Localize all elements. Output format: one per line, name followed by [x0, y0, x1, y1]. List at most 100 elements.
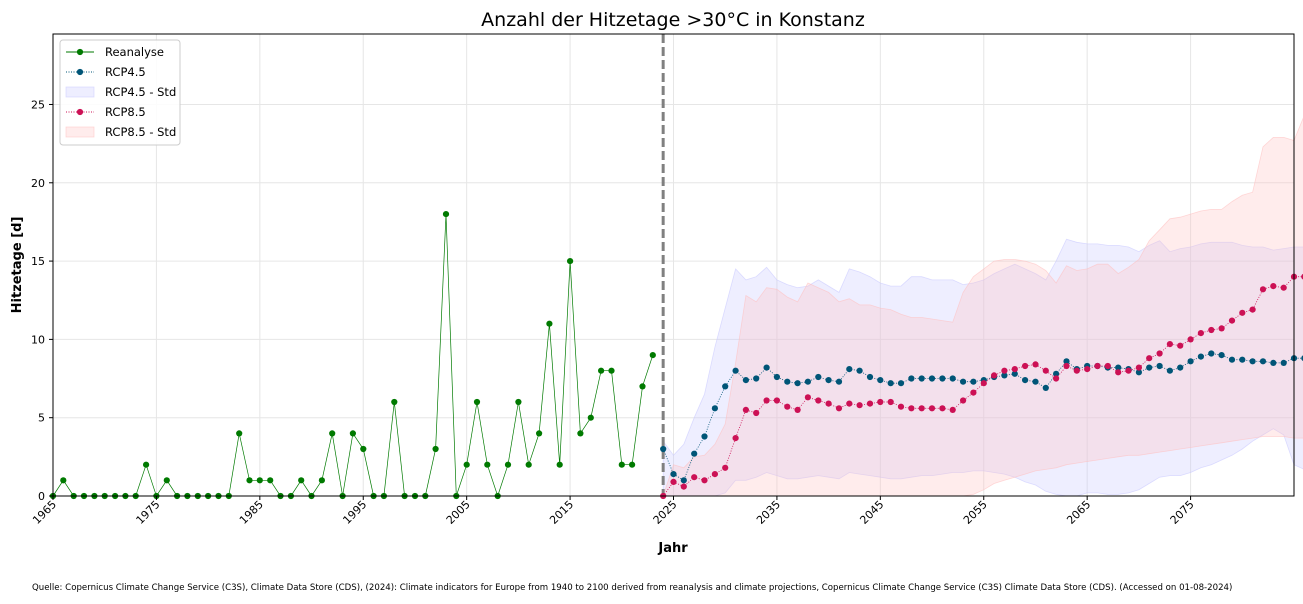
point-rcp85	[1208, 326, 1215, 334]
point-reanalyse	[349, 430, 356, 437]
point-reanalyse	[525, 461, 532, 468]
point-rcp85	[815, 397, 822, 404]
band-rcp45-std	[662, 238, 1303, 497]
point-rcp45	[846, 366, 853, 373]
point-rcp85	[1125, 367, 1132, 374]
x-tick-label: 2065	[1064, 498, 1093, 527]
point-rcp45	[732, 367, 739, 374]
point-rcp45	[877, 377, 884, 384]
point-rcp85	[1115, 369, 1122, 376]
point-rcp45	[815, 373, 822, 381]
point-rcp85	[970, 389, 977, 396]
point-rcp45	[949, 375, 956, 382]
y-tick-label: 15	[31, 255, 45, 268]
point-reanalyse	[649, 352, 656, 359]
point-rcp85	[732, 435, 739, 442]
point-rcp85	[991, 372, 998, 379]
x-tick-label: 1965	[30, 498, 59, 527]
x-tick-label: 2075	[1168, 498, 1197, 527]
point-rcp85	[1063, 362, 1070, 370]
point-reanalyse	[577, 430, 584, 437]
point-reanalyse	[546, 320, 553, 327]
point-rcp45	[701, 433, 708, 440]
point-reanalyse	[536, 430, 543, 437]
x-tick-label: 1995	[340, 498, 369, 527]
point-rcp85	[1042, 367, 1049, 374]
point-rcp85	[1218, 325, 1225, 332]
point-rcp45	[742, 377, 750, 384]
point-reanalyse	[629, 461, 636, 468]
point-rcp45	[763, 364, 770, 371]
point-reanalyse	[391, 398, 398, 406]
point-rcp85	[804, 394, 812, 401]
point-rcp45	[825, 377, 832, 384]
point-rcp85	[794, 406, 801, 413]
point-rcp45	[1063, 358, 1070, 365]
x-tick-label: 2025	[651, 498, 680, 527]
point-rcp45	[1259, 358, 1267, 365]
point-rcp45	[1115, 364, 1122, 371]
point-rcp85	[960, 397, 967, 404]
point-reanalyse	[608, 367, 615, 374]
point-reanalyse	[163, 477, 170, 484]
point-rcp85	[753, 409, 760, 417]
point-rcp85	[1270, 283, 1277, 290]
point-rcp45	[1022, 377, 1029, 384]
point-reanalyse	[639, 383, 646, 390]
point-rcp85	[1032, 361, 1039, 368]
point-rcp45	[897, 380, 905, 387]
point-rcp85	[980, 380, 987, 387]
legend-label-rcp45-std: RCP4.5 - Std	[105, 85, 176, 99]
point-reanalyse	[587, 414, 594, 421]
y-tick-label: 0	[38, 490, 45, 503]
point-rcp45	[691, 450, 698, 457]
point-rcp45	[1187, 358, 1194, 365]
series-lines	[49, 211, 1303, 500]
point-rcp85	[763, 397, 770, 404]
x-tick-label: 1985	[237, 498, 266, 527]
point-reanalyse	[256, 477, 263, 484]
point-rcp85	[1187, 336, 1194, 343]
y-axis-label: Hitzetage [d]	[10, 217, 25, 314]
point-reanalyse	[442, 211, 450, 218]
point-rcp85	[1166, 341, 1173, 348]
point-rcp85	[680, 483, 687, 490]
y-tick-label: 25	[31, 98, 45, 111]
point-rcp45	[1146, 364, 1153, 371]
point-rcp85	[670, 478, 677, 485]
point-rcp45	[1208, 350, 1215, 357]
point-rcp45	[835, 378, 843, 385]
point-rcp85	[918, 405, 925, 412]
point-rcp85	[1022, 362, 1029, 370]
point-rcp85	[877, 398, 884, 406]
point-reanalyse	[618, 461, 625, 468]
point-rcp85	[691, 474, 698, 481]
point-rcp45	[1218, 352, 1225, 359]
point-rcp45	[887, 380, 894, 387]
x-tick-label: 2045	[857, 498, 886, 527]
point-rcp45	[970, 378, 977, 385]
x-tick-label: 2055	[961, 498, 990, 527]
point-rcp45	[680, 477, 687, 484]
point-rcp85	[1259, 286, 1267, 293]
point-reanalyse	[504, 461, 512, 468]
point-rcp85	[1249, 306, 1256, 313]
point-rcp85	[897, 403, 905, 410]
point-rcp45	[1280, 359, 1287, 366]
point-rcp85	[1239, 309, 1246, 316]
point-rcp85	[1104, 362, 1111, 370]
legend-label-rcp45: RCP4.5	[105, 65, 146, 79]
point-reanalyse	[143, 461, 150, 468]
point-rcp45	[1156, 362, 1163, 370]
point-rcp45	[1053, 370, 1060, 377]
point-rcp45	[918, 375, 925, 382]
legend-label-rcp85-std: RCP8.5 - Std	[105, 125, 176, 139]
point-rcp45	[1239, 356, 1246, 363]
point-rcp85	[908, 405, 915, 412]
legend-box	[59, 39, 181, 146]
point-rcp85	[928, 405, 936, 412]
band-rcp85-std	[662, 117, 1303, 497]
point-reanalyse	[484, 461, 491, 468]
point-rcp85	[722, 464, 729, 471]
